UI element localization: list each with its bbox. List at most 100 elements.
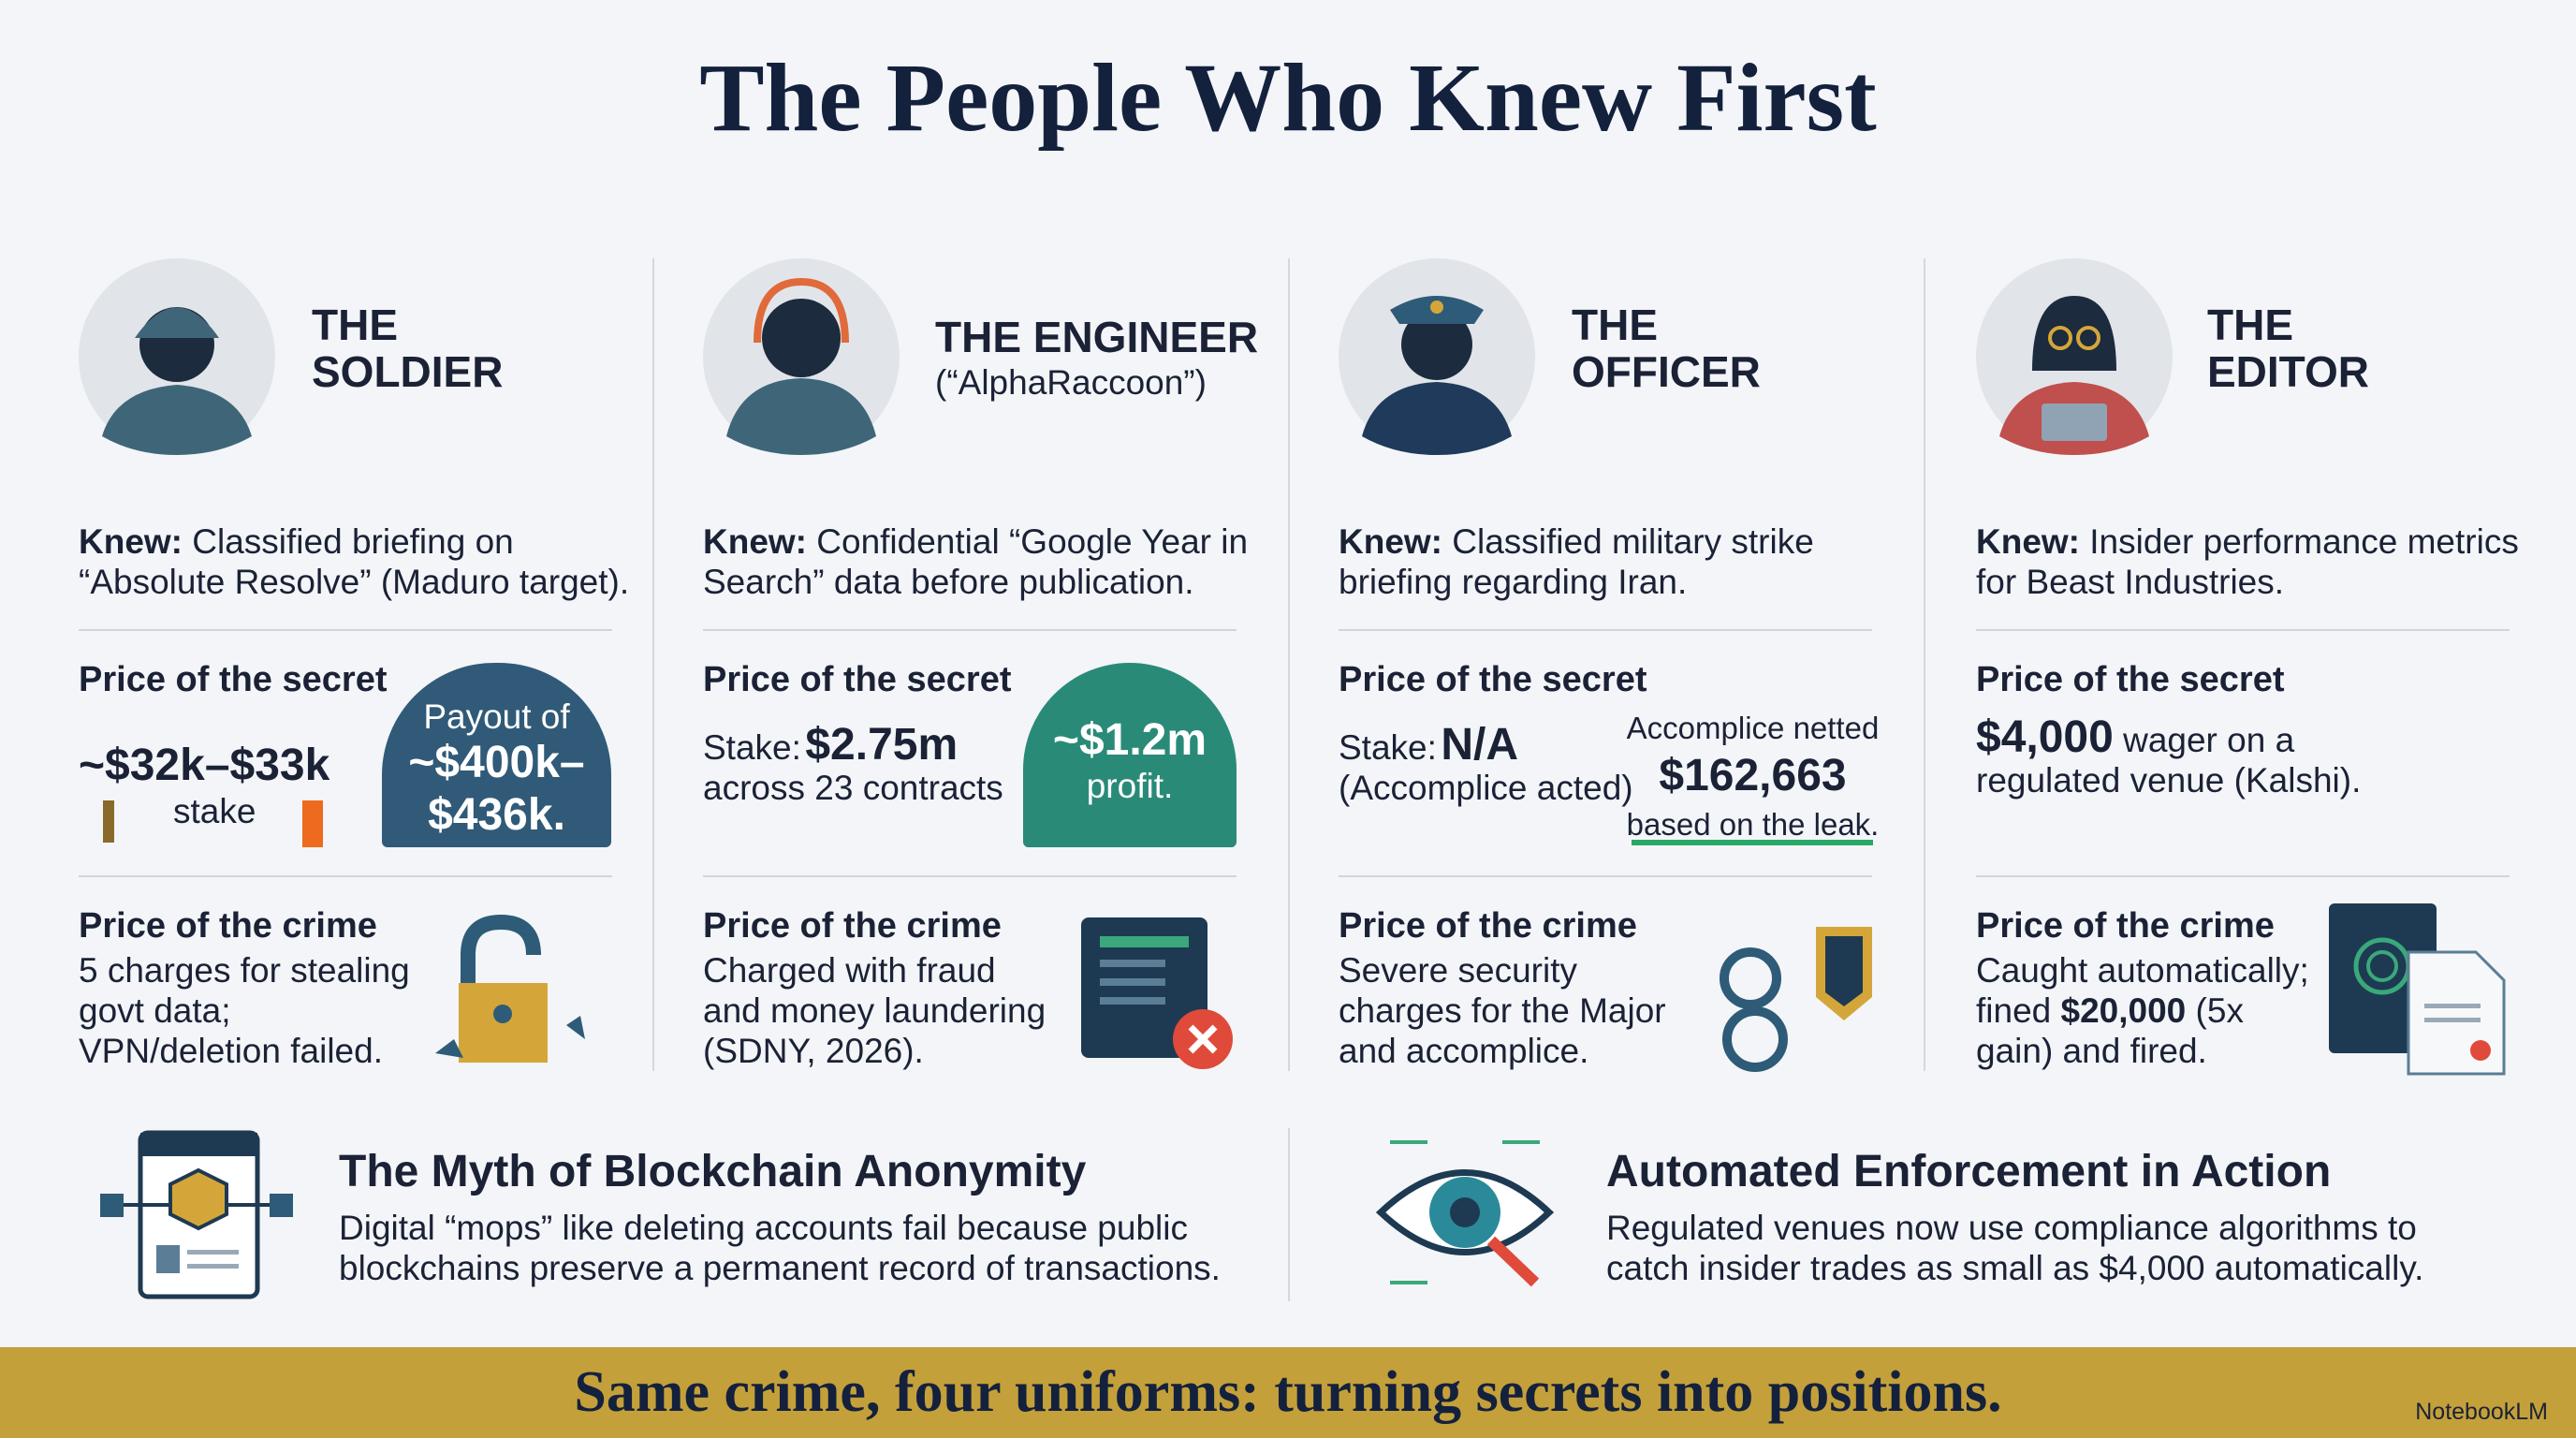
fingerprint-icon: [2329, 903, 2506, 1076]
icon-part: [156, 1245, 180, 1273]
separator: [1339, 629, 1872, 631]
icon-part: Caught automatically; fined $20,000 (5x …: [1976, 950, 2313, 1071]
icon-part: [187, 1264, 239, 1269]
icon-part: Stake: N/A: [1339, 719, 1518, 770]
separator: [703, 629, 1237, 631]
role: THE ENGINEER: [935, 313, 1259, 361]
separator: [1339, 875, 1872, 877]
banner-text: Same crime, four uniforms: turning secre…: [574, 1360, 2002, 1424]
stake-icons: [103, 800, 323, 847]
secret-heading: Price of the secret: [703, 660, 1012, 699]
feature-title: The Myth of Blockchain Anonymity: [339, 1147, 1087, 1196]
icon-part: [187, 1250, 239, 1255]
icon-part: [2366, 950, 2398, 982]
role: EDITOR: [2207, 347, 2369, 396]
icon-part: [754, 277, 849, 344]
icon-part: Knew: Insider performance metrics for Be…: [1976, 521, 2538, 602]
icon-part: Knew: Classified briefing on “Absolute R…: [79, 521, 640, 602]
icon-part: [1450, 1197, 1480, 1227]
stake-label: Stake:: [1339, 728, 1437, 767]
icon-part: [1100, 997, 1165, 1005]
icon-part: [1390, 1140, 1540, 1284]
stake-note: (Accomplice acted): [1339, 769, 1633, 807]
column-divider: [652, 258, 654, 1071]
feature-text: Regulated venues now use compliance algo…: [1606, 1209, 2424, 1287]
crime-heading: Price of the crime: [703, 906, 1002, 946]
knew-text: Confidential “Google Year in Search” dat…: [703, 522, 1249, 601]
handcuffs-icon: [1720, 927, 1872, 1072]
knew-label: Knew:: [79, 522, 183, 561]
icon-part: [2424, 1018, 2481, 1022]
icon-part: [1081, 917, 1208, 1058]
fine-amount: $20,000: [2060, 991, 2187, 1030]
secret-heading: Price of the secret: [79, 660, 388, 699]
icon-part: [168, 1167, 228, 1231]
profit-badge: ~$1.2m profit.: [1023, 663, 1237, 847]
icon-part: [100, 1194, 124, 1217]
stake-amount: ~$32k–$33k: [79, 741, 330, 790]
icon-part: [1486, 1236, 1540, 1287]
feature-divider: [1288, 1128, 1290, 1301]
payout-badge: Payout of ~$400k–$436k.: [382, 663, 611, 847]
icon-part: [1100, 960, 1165, 967]
separator: [1976, 629, 2510, 631]
icon-part: [1825, 936, 1863, 1006]
officer-avatar: [1339, 258, 1535, 455]
crime-heading: Price of the crime: [1976, 906, 2275, 946]
knew-text: Insider performance metrics for Beast In…: [1976, 522, 2519, 601]
icon-part: [2042, 404, 2107, 441]
icon-part: [1362, 382, 1512, 455]
icon-part: [140, 1133, 257, 1156]
icon-part: [2424, 1004, 2481, 1008]
icon-part: [493, 1005, 512, 1023]
blockchain-icon: [100, 1130, 293, 1299]
icon-part: Knew: Classified military strike briefin…: [1339, 521, 1900, 602]
icon-part: [1722, 1006, 1788, 1072]
icon-part: [435, 1016, 585, 1058]
icon-part: [1100, 978, 1165, 986]
icon-part: [135, 307, 219, 338]
knew-label: Knew:: [1339, 522, 1442, 561]
icon-part: [461, 914, 541, 983]
crime-heading: Price of the crime: [1339, 906, 1637, 946]
banner: [0, 1347, 2576, 1438]
icon-part: THE EDITOR: [2207, 301, 2369, 395]
soldier-avatar: [79, 258, 275, 455]
icon-part: [726, 378, 876, 455]
icon-part: Knew: Confidential “Google Year in Searc…: [703, 521, 1265, 602]
broken-lock-icon: [435, 914, 585, 1063]
ledger-icon: [1081, 917, 1233, 1069]
icon-part: [102, 385, 252, 455]
role: THE: [1572, 301, 1658, 349]
secret-heading: Price of the secret: [1976, 660, 2285, 699]
crime-text: Caught automatically; fined: [1976, 951, 2309, 1030]
accomplice-block: Accomplice netted $162,663 based on the le…: [1624, 708, 1881, 844]
icon-part: [1100, 936, 1189, 947]
badge-value: ~$1.2m: [1052, 715, 1208, 765]
icon-part: [2032, 296, 2116, 371]
badge-value: ~$400k–$436k.: [408, 738, 585, 840]
icon-part: [1401, 309, 1472, 380]
feature-text: Digital “mops” like deleting accounts fa…: [339, 1209, 1221, 1287]
separator: [79, 875, 612, 877]
secret-heading: Price of the secret: [1339, 660, 1647, 699]
crime-text: 5 charges for stealing govt data; VPN/de…: [79, 951, 410, 1070]
role: THE: [312, 301, 398, 349]
badge-label: Payout of: [423, 697, 570, 736]
icon-part: [2470, 1040, 2491, 1061]
stake-note: across 23 contracts: [703, 769, 1003, 807]
feature-title: Automated Enforcement in Action: [1606, 1147, 2332, 1196]
icon-part: [2048, 326, 2072, 350]
editor-avatar: [1976, 258, 2173, 455]
stake-value: $2.75m: [805, 720, 959, 770]
side-label: Accomplice netted: [1626, 711, 1880, 745]
icon-part: [1430, 301, 1443, 314]
stake-caption: stake: [173, 792, 256, 830]
eye-icon: [1375, 1140, 1555, 1287]
engineer-avatar: [703, 258, 900, 455]
side-note: based on the leak.: [1626, 807, 1880, 842]
icon-part: [103, 800, 114, 843]
crime-heading: Price of the crime: [79, 906, 377, 946]
